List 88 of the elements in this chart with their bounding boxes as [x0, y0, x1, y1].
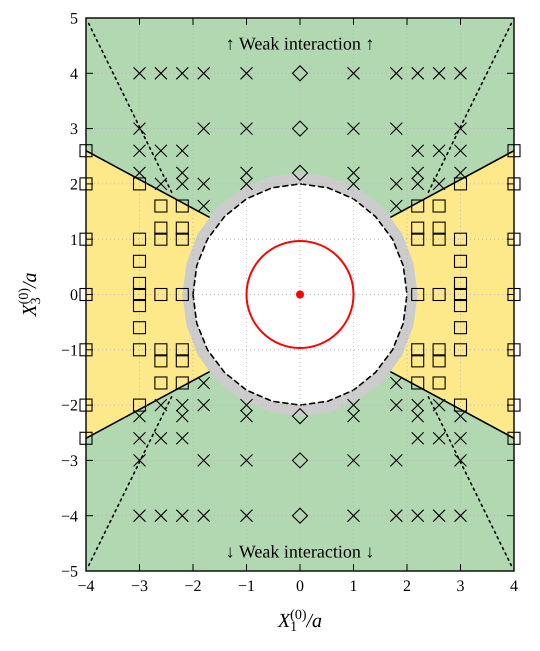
- point: [507, 398, 521, 412]
- point: [507, 177, 521, 190]
- x-tick-label: 1: [350, 578, 358, 595]
- x-axis-title: X$_{1}$$^{(0)}$/a: [276, 608, 322, 636]
- point: [132, 276, 146, 290]
- y-tick-label: 1: [70, 232, 78, 249]
- point: [176, 199, 189, 213]
- point: [507, 288, 521, 302]
- point: [292, 408, 308, 424]
- point: [132, 232, 146, 246]
- y-tick-label: 0: [70, 287, 78, 304]
- point: [454, 254, 468, 268]
- x-tick-label: 2: [403, 578, 411, 595]
- annotation: ↓ Weak interaction ↓: [226, 541, 374, 562]
- point: [507, 232, 521, 246]
- x-tick-label: −1: [238, 578, 256, 595]
- point: [292, 508, 308, 524]
- point: [132, 254, 146, 268]
- point: [154, 199, 168, 213]
- point: [79, 343, 93, 356]
- point: [411, 222, 424, 235]
- point: [507, 343, 521, 356]
- y-tick-label: −5: [60, 564, 78, 581]
- point: [292, 452, 308, 468]
- point: [79, 398, 93, 412]
- point: [132, 343, 146, 356]
- point: [79, 432, 93, 445]
- point: [411, 288, 424, 302]
- point: [454, 299, 468, 312]
- point: [454, 321, 468, 334]
- point: [132, 299, 146, 312]
- y-tick-label: −3: [60, 453, 78, 470]
- point: [432, 343, 446, 356]
- y-tick-label: −1: [60, 342, 78, 360]
- point: [411, 354, 424, 368]
- point: [432, 288, 446, 302]
- point: [292, 164, 308, 181]
- point: [132, 288, 146, 302]
- y-tick-label: 4: [70, 66, 78, 83]
- point: [507, 432, 521, 445]
- point: [79, 144, 93, 158]
- x-tick-label: 0: [296, 578, 304, 595]
- point: [176, 222, 189, 235]
- point: [176, 232, 189, 246]
- point: [454, 177, 468, 190]
- point: [132, 398, 146, 412]
- point: [132, 321, 146, 334]
- x-tick-label: −3: [130, 578, 148, 595]
- point: [154, 222, 168, 235]
- point: [154, 288, 168, 302]
- point: [432, 232, 446, 246]
- point: [411, 232, 424, 246]
- point: [79, 232, 93, 246]
- point: [454, 232, 468, 246]
- point: [411, 199, 424, 213]
- point: [507, 144, 521, 158]
- point: [154, 354, 168, 368]
- point: [79, 177, 93, 190]
- point: [411, 343, 424, 356]
- annotation: ↑ Weak interaction ↑: [226, 33, 374, 54]
- x-tick-label: 3: [456, 578, 464, 595]
- x-tick-label: −2: [184, 578, 202, 595]
- point: [454, 343, 468, 356]
- point: [154, 232, 168, 246]
- point: [432, 354, 446, 368]
- point: [176, 288, 189, 302]
- point: [411, 376, 424, 390]
- point: [292, 65, 308, 82]
- y-tick-label: 3: [70, 121, 78, 138]
- point: [432, 199, 446, 213]
- point: [154, 343, 168, 356]
- point: [176, 376, 189, 390]
- point: [79, 288, 93, 302]
- point: [454, 398, 468, 412]
- y-tick-label: 2: [70, 176, 78, 194]
- point: [176, 354, 189, 368]
- point: [292, 120, 308, 137]
- point: [176, 343, 189, 356]
- point: [432, 376, 446, 390]
- point: [454, 276, 468, 290]
- point: [432, 222, 446, 235]
- y-tick-label: 5: [70, 10, 78, 28]
- y-tick-label: −4: [60, 508, 78, 526]
- point: [454, 288, 468, 302]
- point: [154, 376, 168, 390]
- y-tick-label: −2: [60, 398, 78, 415]
- point: [132, 177, 146, 190]
- x-tick-label: 4: [510, 578, 518, 595]
